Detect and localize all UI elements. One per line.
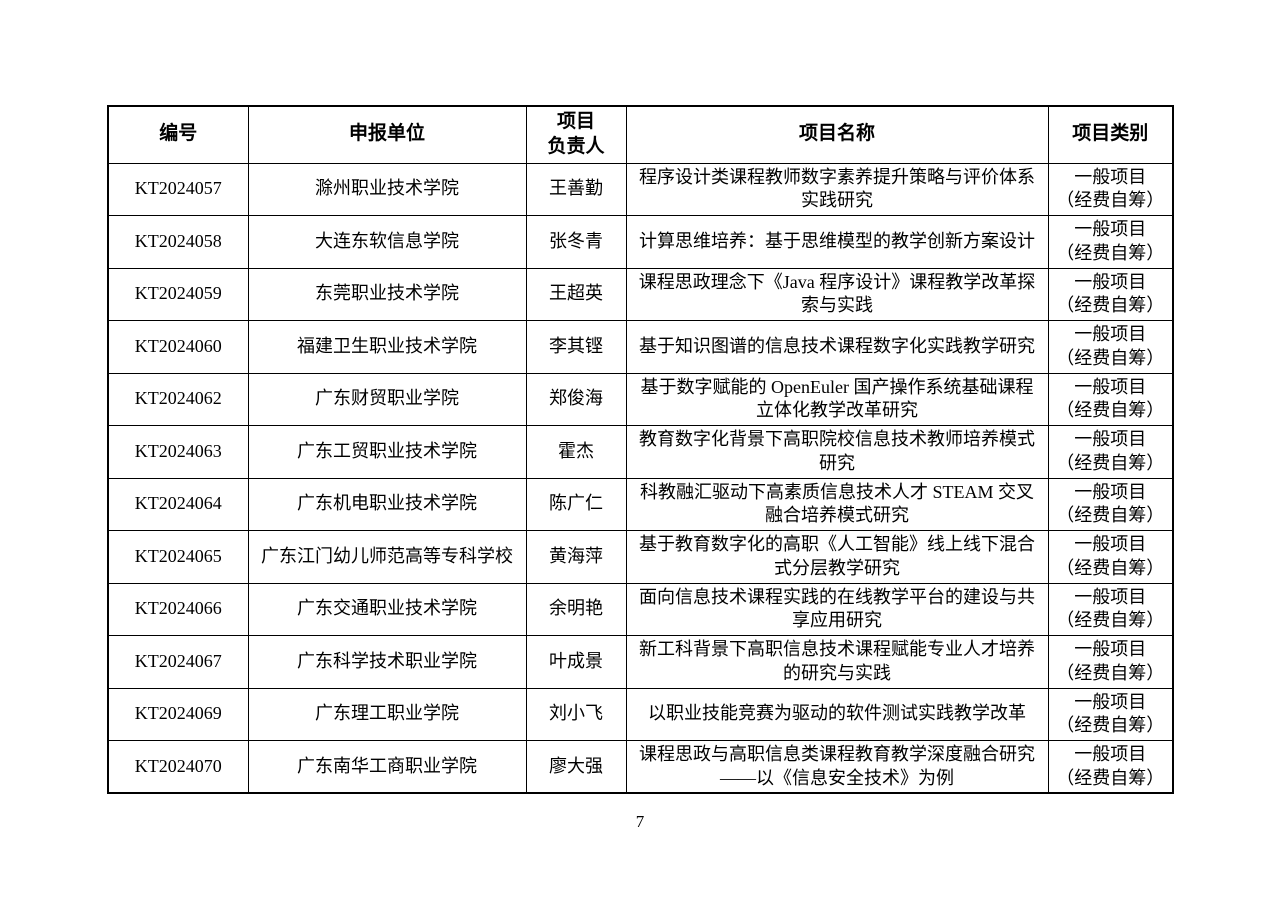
cell-category: 一般项目 （经费自筹）	[1047, 425, 1174, 479]
cell-project-name: 面向信息技术课程实践的在线教学平台的建设与共 享应用研究	[625, 582, 1049, 636]
cell-category: 一般项目 （经费自筹）	[1047, 320, 1174, 374]
projects-table: 编号 申报单位 项目 负责人 项目名称 项目类别 KT2024057 滁州职业技…	[107, 105, 1174, 794]
cell-id: KT2024065	[107, 530, 249, 584]
cell-leader: 廖大强	[525, 740, 627, 794]
cell-category: 一般项目 （经费自筹）	[1047, 215, 1174, 269]
cell-org: 大连东软信息学院	[247, 215, 527, 269]
cell-project-name: 基于知识图谱的信息技术课程数字化实践教学研究	[625, 320, 1049, 374]
cell-org: 广东交通职业技术学院	[247, 582, 527, 636]
cell-id: KT2024066	[107, 582, 249, 636]
cell-org: 东莞职业技术学院	[247, 267, 527, 321]
cell-category: 一般项目 （经费自筹）	[1047, 267, 1174, 321]
table-row: KT2024063 广东工贸职业技术学院 霍杰 教育数字化背景下高职院校信息技术…	[107, 425, 1174, 479]
cell-project-name: 教育数字化背景下高职院校信息技术教师培养模式 研究	[625, 425, 1049, 479]
table-row: KT2024066 广东交通职业技术学院 余明艳 面向信息技术课程实践的在线教学…	[107, 582, 1174, 636]
cell-org: 广东财贸职业学院	[247, 372, 527, 426]
cell-project-name: 课程思政理念下《Java 程序设计》课程教学改革探 索与实践	[625, 267, 1049, 321]
table-row: KT2024059 东莞职业技术学院 王超英 课程思政理念下《Java 程序设计…	[107, 267, 1174, 321]
cell-id: KT2024058	[107, 215, 249, 269]
cell-id: KT2024059	[107, 267, 249, 321]
cell-org: 广东南华工商职业学院	[247, 740, 527, 794]
cell-project-name: 基于数字赋能的 OpenEuler 国产操作系统基础课程 立体化教学改革研究	[625, 372, 1049, 426]
table-row: KT2024070 广东南华工商职业学院 廖大强 课程思政与高职信息类课程教育教…	[107, 740, 1174, 794]
cell-id: KT2024064	[107, 477, 249, 531]
cell-project-name: 科教融汇驱动下高素质信息技术人才 STEAM 交叉 融合培养模式研究	[625, 477, 1049, 531]
table-header-row: 编号 申报单位 项目 负责人 项目名称 项目类别	[107, 105, 1174, 164]
page-number: 7	[635, 812, 645, 831]
cell-leader: 张冬青	[525, 215, 627, 269]
cell-category: 一般项目 （经费自筹）	[1047, 582, 1174, 636]
cell-org: 广东工贸职业技术学院	[247, 425, 527, 479]
col-header-org: 申报单位	[247, 105, 527, 164]
cell-project-name: 程序设计类课程教师数字素养提升策略与评价体系 实践研究	[625, 162, 1049, 216]
cell-project-name: 新工科背景下高职信息技术课程赋能专业人才培养 的研究与实践	[625, 635, 1049, 689]
cell-leader: 王善勤	[525, 162, 627, 216]
cell-leader: 黄海萍	[525, 530, 627, 584]
table-row: KT2024057 滁州职业技术学院 王善勤 程序设计类课程教师数字素养提升策略…	[107, 162, 1174, 216]
cell-leader: 郑俊海	[525, 372, 627, 426]
cell-org: 广东科学技术职业学院	[247, 635, 527, 689]
cell-id: KT2024057	[107, 162, 249, 216]
col-header-leader: 项目 负责人	[525, 105, 627, 164]
col-header-id: 编号	[107, 105, 249, 164]
table-row: KT2024067 广东科学技术职业学院 叶成景 新工科背景下高职信息技术课程赋…	[107, 635, 1174, 689]
cell-category: 一般项目 （经费自筹）	[1047, 162, 1174, 216]
cell-org: 广东江门幼儿师范高等专科学校	[247, 530, 527, 584]
cell-project-name: 以职业技能竞赛为驱动的软件测试实践教学改革	[625, 687, 1049, 741]
col-header-category: 项目类别	[1047, 105, 1174, 164]
table-row: KT2024058 大连东软信息学院 张冬青 计算思维培养：基于思维模型的教学创…	[107, 215, 1174, 269]
cell-org: 福建卫生职业技术学院	[247, 320, 527, 374]
cell-leader: 陈广仁	[525, 477, 627, 531]
cell-category: 一般项目 （经费自筹）	[1047, 477, 1174, 531]
cell-id: KT2024062	[107, 372, 249, 426]
cell-category: 一般项目 （经费自筹）	[1047, 687, 1174, 741]
cell-id: KT2024070	[107, 740, 249, 794]
cell-project-name: 基于教育数字化的高职《人工智能》线上线下混合 式分层教学研究	[625, 530, 1049, 584]
table-row: KT2024060 福建卫生职业技术学院 李其铿 基于知识图谱的信息技术课程数字…	[107, 320, 1174, 374]
cell-category: 一般项目 （经费自筹）	[1047, 372, 1174, 426]
cell-leader: 叶成景	[525, 635, 627, 689]
table-row: KT2024065 广东江门幼儿师范高等专科学校 黄海萍 基于教育数字化的高职《…	[107, 530, 1174, 584]
table-row: KT2024064 广东机电职业技术学院 陈广仁 科教融汇驱动下高素质信息技术人…	[107, 477, 1174, 531]
cell-id: KT2024067	[107, 635, 249, 689]
cell-project-name: 计算思维培养：基于思维模型的教学创新方案设计	[625, 215, 1049, 269]
cell-id: KT2024063	[107, 425, 249, 479]
col-header-name: 项目名称	[625, 105, 1049, 164]
cell-org: 广东机电职业技术学院	[247, 477, 527, 531]
cell-leader: 王超英	[525, 267, 627, 321]
cell-id: KT2024060	[107, 320, 249, 374]
cell-org: 广东理工职业学院	[247, 687, 527, 741]
table-row: KT2024069 广东理工职业学院 刘小飞 以职业技能竞赛为驱动的软件测试实践…	[107, 687, 1174, 741]
cell-leader: 李其铿	[525, 320, 627, 374]
table-row: KT2024062 广东财贸职业学院 郑俊海 基于数字赋能的 OpenEuler…	[107, 372, 1174, 426]
cell-category: 一般项目 （经费自筹）	[1047, 530, 1174, 584]
cell-project-name: 课程思政与高职信息类课程教育教学深度融合研究 ——以《信息安全技术》为例	[625, 740, 1049, 794]
cell-org: 滁州职业技术学院	[247, 162, 527, 216]
cell-leader: 余明艳	[525, 582, 627, 636]
cell-category: 一般项目 （经费自筹）	[1047, 740, 1174, 794]
cell-leader: 刘小飞	[525, 687, 627, 741]
cell-category: 一般项目 （经费自筹）	[1047, 635, 1174, 689]
cell-leader: 霍杰	[525, 425, 627, 479]
cell-id: KT2024069	[107, 687, 249, 741]
